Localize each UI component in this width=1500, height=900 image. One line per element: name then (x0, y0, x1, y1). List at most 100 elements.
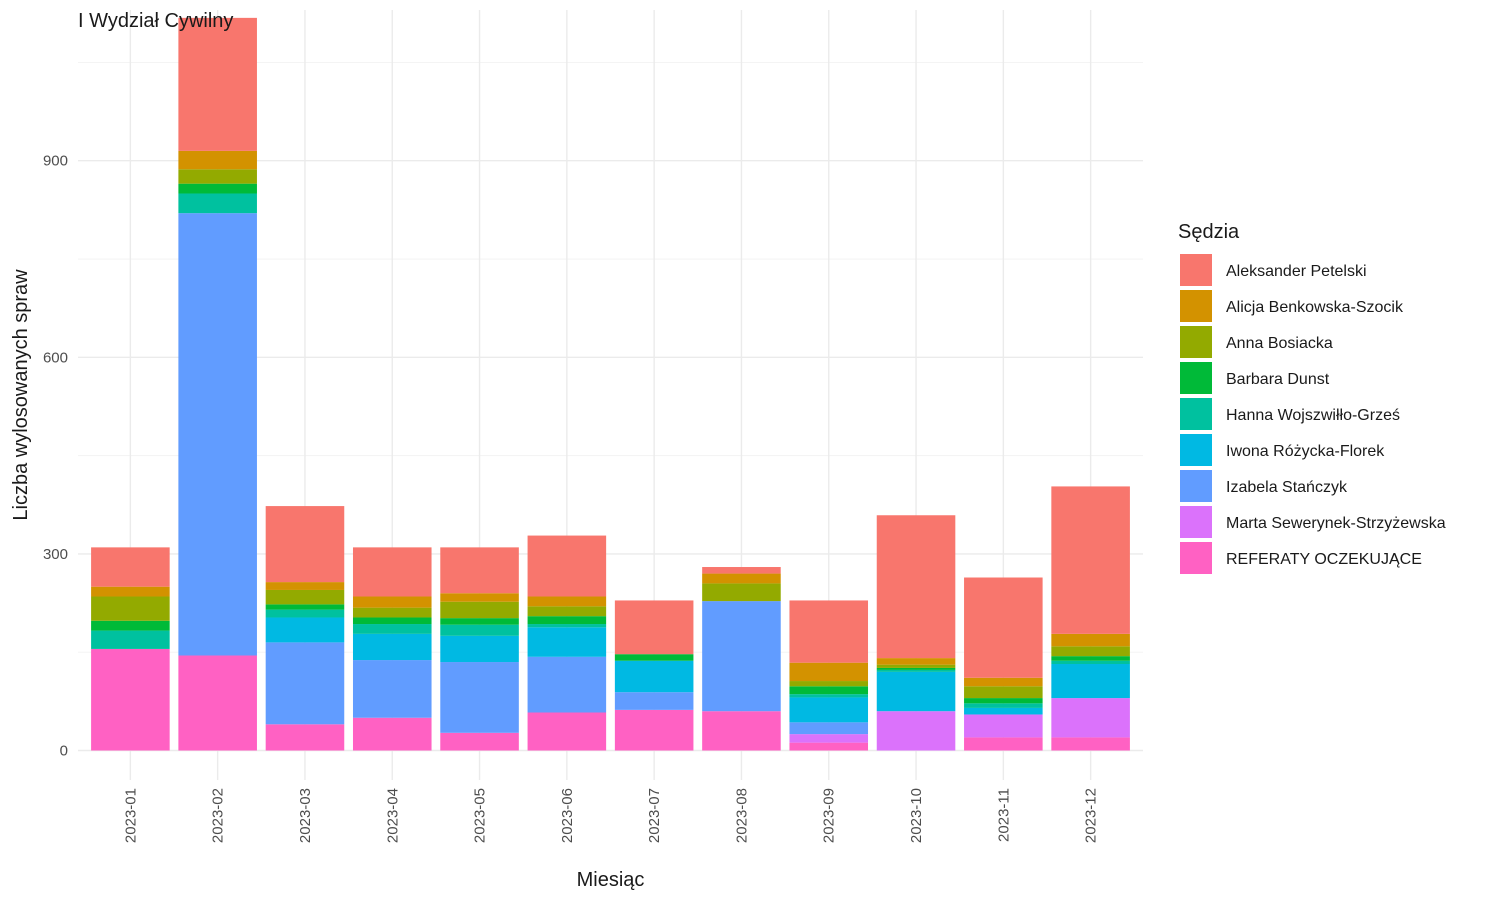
bar-segment (614, 709, 694, 751)
series-Hanna Wojszwiłło-Grześ (91, 193, 1130, 708)
bar-segment (527, 616, 607, 625)
bar-segment (91, 630, 170, 649)
legend-key (1180, 542, 1212, 574)
bar-segment (789, 742, 869, 751)
legend-key (1180, 326, 1212, 358)
bar-segment (964, 698, 1043, 704)
x-tick-label: 2023-09 (821, 788, 838, 843)
bar-segment (702, 711, 781, 751)
bar-segment (178, 655, 257, 751)
legend-key (1180, 506, 1212, 538)
bar-segment (964, 686, 1043, 699)
bar-segment (352, 717, 432, 751)
bar-segment (1051, 656, 1130, 661)
x-tick-label: 2023-03 (297, 788, 314, 843)
bar-segment (876, 667, 956, 670)
bar-segment (440, 662, 519, 733)
bar-segment (91, 648, 170, 751)
series-REFERATY OCZEKUJĄCE (91, 648, 1130, 751)
legend-key (1180, 290, 1212, 322)
legend-label: Marta Sewerynek-Strzyżewska (1226, 515, 1446, 532)
series-Izabela Stańczyk (178, 213, 869, 735)
series-Iwona Różycka-Florek (265, 617, 1130, 723)
bar-segment (440, 601, 519, 619)
bar-segment (178, 169, 257, 184)
bar-segment (702, 567, 781, 574)
series-Aleksander Petelski (91, 17, 1130, 678)
bar-segment (352, 660, 432, 718)
bar-segment (964, 707, 1043, 715)
legend-key (1180, 398, 1212, 430)
bar-segment (178, 17, 257, 151)
bar-segment (352, 547, 432, 597)
x-tick-label: 2023-05 (472, 788, 489, 843)
bar-segment (265, 642, 345, 725)
x-tick-label: 2023-12 (1083, 788, 1100, 843)
bar-segment (527, 596, 607, 607)
bar-segment (876, 658, 956, 665)
x-tick-label: 2023-07 (646, 788, 663, 843)
bar-segment (265, 582, 345, 590)
bar-segment (964, 714, 1043, 738)
x-tick-label: 2023-01 (122, 788, 139, 843)
bar-segment (91, 586, 170, 597)
bar-segment (964, 703, 1043, 708)
bar-segment (702, 583, 781, 602)
bar-segment (352, 617, 432, 625)
legend-key (1180, 470, 1212, 502)
x-axis-ticks: 2023-01 2023-02 2023-03 2023-04 2023-05 2023-… (122, 788, 1099, 843)
bar-segment (789, 681, 869, 687)
bar-segment (352, 633, 432, 661)
bar-segment (178, 183, 257, 194)
bar-segment (876, 711, 956, 751)
legend-label: Anna Bosiacka (1226, 335, 1333, 352)
x-tick-label: 2023-11 (995, 788, 1012, 842)
bar-segment (964, 737, 1043, 751)
bar-segment (876, 515, 956, 659)
bar-segment (702, 601, 781, 712)
bar-segment (178, 213, 257, 656)
bar-segment (789, 686, 869, 695)
bar-segment (789, 694, 869, 698)
legend-title: Sędzia (1178, 221, 1240, 243)
bar-segment (265, 724, 345, 751)
legend-key (1180, 254, 1212, 286)
bar-segment (440, 624, 519, 636)
legend-label: Hanna Wojszwiłło-Grześ (1226, 407, 1400, 424)
bar-segment (876, 664, 956, 668)
bar-segment (91, 547, 170, 587)
series-Alicja Benkowska-Szocik (91, 150, 1130, 687)
x-tick-label: 2023-08 (733, 788, 750, 843)
bar-segment (440, 732, 519, 751)
bar-segment (789, 600, 869, 663)
bar-segment (964, 677, 1043, 687)
bar-segment (178, 150, 257, 170)
bar-segment (352, 624, 432, 634)
y-tick-label: 900 (43, 153, 68, 170)
bar-segment (265, 506, 345, 583)
bar-segment (876, 669, 956, 672)
bar-segment (876, 671, 956, 712)
bar-segment (527, 606, 607, 617)
bar-segment (1051, 664, 1130, 699)
series-Barbara Dunst (91, 183, 1130, 704)
bar-segment (614, 660, 694, 693)
bar-segment (527, 624, 607, 628)
bar-segment (527, 656, 607, 713)
bar-segment (440, 547, 519, 594)
bar-segment (789, 662, 869, 682)
y-tick-label: 600 (43, 349, 68, 366)
bar-segment (265, 589, 345, 605)
bar-segment (614, 600, 694, 655)
x-tick-label: 2023-10 (908, 788, 925, 843)
x-axis-title: Miesiąc (577, 869, 645, 891)
legend-label: Aleksander Petelski (1226, 263, 1367, 280)
legend-label: REFERATY OCZEKUJĄCE (1226, 551, 1422, 568)
bar-segment (527, 627, 607, 657)
bar-segment (178, 193, 257, 214)
bar-segment (265, 617, 345, 643)
bars (91, 17, 1130, 751)
legend-key (1180, 434, 1212, 466)
y-axis-ticks: 0 300 600 900 (43, 153, 68, 760)
